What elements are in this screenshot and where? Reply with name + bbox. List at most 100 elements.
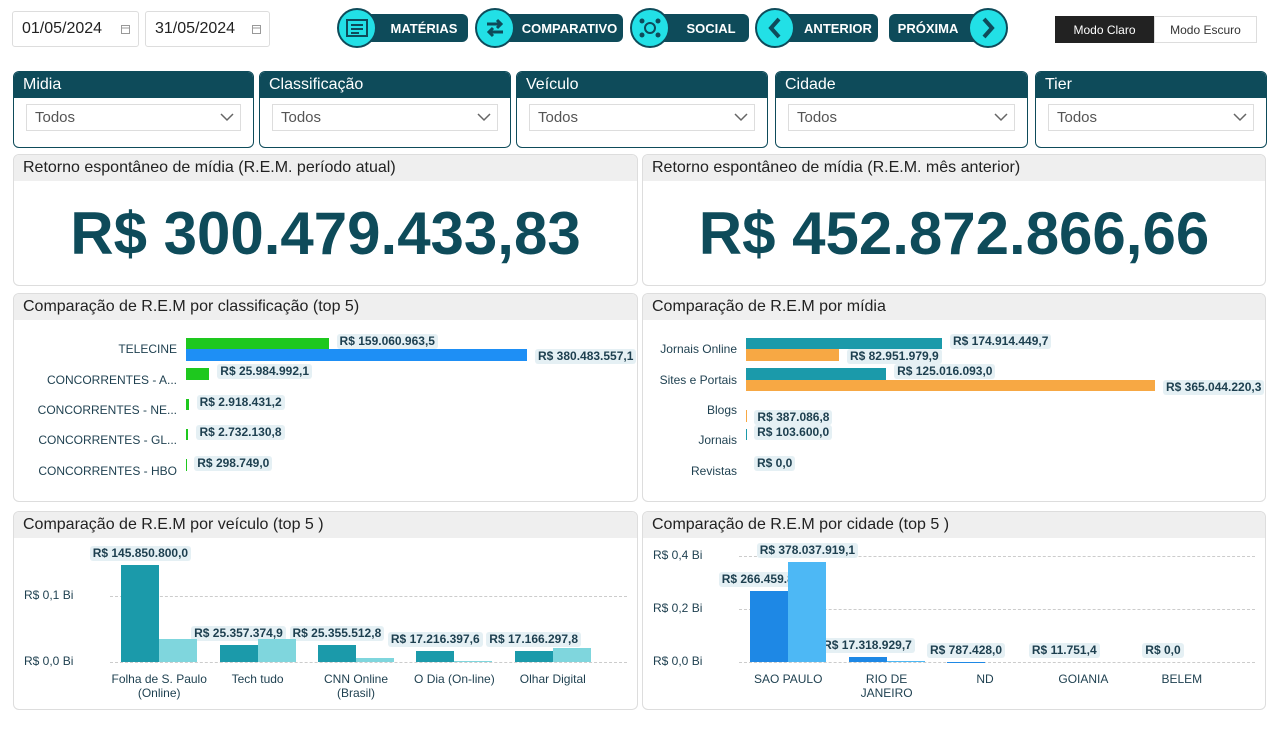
mode-text: Modo Escuro [1170,22,1241,37]
grid-line [739,556,1255,557]
plot: Jornais Online Sites e Portais Blogs Jornai… [643,333,1265,486]
select-text: Todos [797,109,838,126]
kpi-panel: Retorno espontâneo de mídia (R.E.M. perí… [13,154,638,286]
chart-panel: Comparação de R.E.M por veículo (top 5 )… [13,511,638,710]
data-label: R$ 380.483.557,1 [535,349,637,365]
date-start[interactable]: 01/05/2024 [12,11,139,47]
chart-panel: Comparação de R.E.M por classificação (t… [13,293,638,502]
bar [159,638,198,662]
x-tick-label: CNN Online (Brasil) [323,672,389,700]
data-label: R$ 82.951.979,9 [846,349,942,365]
bar [746,368,887,380]
chart-title: Comparação de R.E.M por cidade (top 5 ) [643,512,1265,538]
data-label: R$ 17.318.929,7 [820,638,915,654]
filter-select[interactable]: Todos [529,104,755,131]
bar [416,650,455,662]
bar [746,337,942,350]
filter-select[interactable]: Todos [26,104,241,131]
panel-title: Retorno espontâneo de mídia (R.E.M. perí… [14,155,637,181]
x-tick-label: BELEM [1161,672,1203,686]
bar [750,591,789,662]
button-text: SOCIAL [686,20,736,36]
data-label: R$ 2.732.130,8 [196,425,285,441]
bar [848,657,887,662]
plot: R$ 0,0 Bi R$ 0,2 Bi R$ 0,4 Bi SAO PAULO RIO … [643,538,1265,709]
category-label: Blogs [706,403,737,417]
chart-title: Comparação de R.E.M por veículo (top 5 ) [14,512,637,538]
data-label: R$ 174.914.449,7 [949,333,1052,349]
data-label: R$ 387.086,8 [754,410,833,426]
grid-line [739,609,1255,610]
calendar-icon [121,25,130,34]
panel-title: Retorno espontâneo de mídia (R.E.M. mês … [643,155,1265,181]
data-label: R$ 11.751,4 [1028,642,1100,658]
bar [356,658,394,662]
plot: R$ 0,0 Bi R$ 0,1 Bi Folha de S. Paulo (Onl… [14,538,637,709]
filter: Classificação Todos [259,71,511,148]
date-end[interactable]: 31/05/2024 [145,11,270,47]
category-label: Jornais [698,433,737,448]
chevron [994,113,1008,122]
select-text: Todos [281,109,322,126]
category-label: CONCORRENTES - HBO [38,463,177,478]
next-icon [968,8,1008,48]
bar [186,398,189,410]
chevron [734,113,748,122]
category-label: CONCORRENTES - GL... [38,433,177,448]
data-label: R$ 125.016.093,0 [894,364,996,380]
compare-icon [475,8,515,48]
data-label: R$ 378.037.919,1 [756,542,859,558]
data-label: R$ 103.600,0 [754,425,833,441]
category-label: CONCORRENTES - A... [46,372,177,387]
news-icon [337,8,377,48]
y-tick-label: R$ 0,0 Bi [653,654,703,668]
grid-line [110,662,627,663]
kpi-panel: Retorno espontâneo de mídia (R.E.M. mês … [642,154,1266,286]
mode-toggle[interactable]: Modo Claro [1055,16,1154,43]
bar [257,638,296,662]
filter: Veículo Todos [516,71,768,148]
select-text: Todos [538,109,579,126]
mode-toggle[interactable]: Modo Escuro [1154,16,1257,43]
data-label: R$ 17.216.397,6 [387,631,483,647]
bar [121,565,160,662]
data-label: R$ 365.044.220,3 [1163,379,1265,395]
date-text: 01/05/2024 [22,20,103,37]
y-tick-label: R$ 0,4 Bi [653,548,703,562]
category-label: Jornais Online [660,342,737,357]
kpi-value: R$ 300.479.433,83 [70,200,581,267]
bar [318,645,356,662]
filter-select[interactable]: Todos [788,104,1015,131]
bar [514,650,553,662]
category-label: TELECINE [118,342,177,357]
button-text: ANTERIOR [804,20,872,36]
filter-select[interactable]: Todos [1048,104,1254,131]
bar [552,648,591,662]
data-label: R$ 25.357.374,9 [191,626,286,642]
x-tick-label: ND [976,672,994,686]
filter-select[interactable]: Todos [272,104,498,131]
x-tick-label: SAO PAULO [753,672,823,686]
chevron [1233,113,1247,122]
nav-button[interactable]: COMPARATIVO [496,14,623,42]
bar [886,661,925,662]
category-label: Sites e Portais [659,372,737,387]
data-label: R$ 2.918.431,2 [196,394,285,410]
x-tick-label: Tech tudo [231,672,284,686]
data-label: R$ 25.984.992,1 [217,364,313,380]
prev-icon [755,8,795,48]
x-tick-label: Folha de S. Paulo (Online) [111,672,207,700]
bar [186,368,210,380]
chart-title: Comparação de R.E.M por mídia [643,294,1265,320]
filter-label: Midia [14,72,253,98]
grid-line [110,595,627,597]
x-tick-label: O Dia (On-line) [414,672,495,686]
kpi-value: R$ 452.872.866,66 [698,200,1210,267]
bar [186,349,527,361]
chevron [477,113,491,122]
y-tick-label: R$ 0,1 Bi [24,587,74,602]
bar [186,428,189,441]
bar [219,645,258,662]
date-text: 31/05/2024 [155,20,236,37]
